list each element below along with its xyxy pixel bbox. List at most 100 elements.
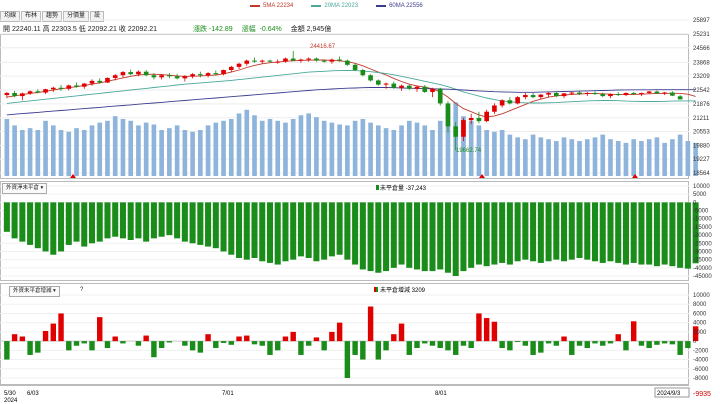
candle[interactable]: [4, 91, 10, 99]
oi-change-bar[interactable]: [182, 341, 188, 346]
oi-change-bar[interactable]: [437, 341, 443, 349]
candle[interactable]: [437, 87, 443, 106]
candle[interactable]: [259, 59, 265, 64]
candle[interactable]: [290, 50, 296, 61]
oi-change-bar[interactable]: [236, 336, 242, 342]
candle[interactable]: [507, 97, 513, 105]
oi-change-bar[interactable]: [630, 321, 637, 342]
oi-bar[interactable]: [568, 202, 575, 260]
oi-change-bar[interactable]: [538, 341, 544, 353]
oi-change-bar[interactable]: [228, 341, 234, 345]
oi-bar[interactable]: [11, 202, 18, 239]
oi-bar[interactable]: [638, 202, 645, 265]
candle[interactable]: [600, 92, 606, 98]
oi-bar[interactable]: [19, 202, 26, 242]
candle[interactable]: [337, 56, 342, 62]
candle[interactable]: [275, 59, 281, 64]
oi-bar[interactable]: [58, 202, 65, 252]
oi-bar[interactable]: [367, 202, 374, 272]
oi-change-bar[interactable]: [507, 341, 513, 351]
oi-bar[interactable]: [313, 202, 320, 262]
oi-bar[interactable]: [220, 202, 227, 252]
oi-bar[interactable]: [73, 202, 80, 242]
oi-bar[interactable]: [413, 202, 421, 270]
candle[interactable]: [74, 82, 79, 88]
oi-change-bar[interactable]: [453, 341, 459, 355]
candle[interactable]: [244, 59, 250, 66]
candle[interactable]: [461, 118, 466, 141]
oi-change-bar[interactable]: [553, 341, 560, 346]
candle[interactable]: [167, 73, 172, 79]
candle[interactable]: [391, 81, 397, 89]
oi-bar[interactable]: [530, 202, 537, 262]
oi-bar[interactable]: [684, 202, 691, 269]
candle[interactable]: [406, 84, 412, 90]
oi-change-bar[interactable]: [189, 341, 196, 351]
oi-change-bar[interactable]: [313, 337, 320, 342]
candle[interactable]: [453, 122, 459, 151]
candle[interactable]: [430, 87, 435, 98]
candle[interactable]: [399, 84, 404, 91]
oi-bar[interactable]: [112, 202, 119, 237]
candle[interactable]: [252, 57, 257, 63]
candle[interactable]: [615, 91, 621, 97]
candle[interactable]: [128, 69, 134, 76]
candle[interactable]: [120, 71, 126, 78]
oi-bar[interactable]: [398, 202, 405, 265]
oi-change-bar[interactable]: [514, 341, 521, 343]
oi-change-bar[interactable]: [104, 341, 111, 349]
oi-change-indicator-select[interactable]: 外資未平倉增減 ▾: [9, 286, 60, 297]
oi-bar[interactable]: [336, 202, 343, 255]
candle[interactable]: [654, 90, 660, 95]
oi-change-bar[interactable]: [275, 341, 281, 351]
oi-indicator-select[interactable]: 外資淨未平倉 ▾: [2, 183, 48, 194]
candle[interactable]: [89, 79, 95, 86]
candle[interactable]: [35, 89, 41, 94]
oi-change-bar[interactable]: [50, 323, 57, 342]
oi-bar[interactable]: [483, 202, 490, 267]
oi-bar[interactable]: [522, 202, 529, 260]
candle[interactable]: [468, 113, 474, 125]
tab-volume-profile[interactable]: 分價量: [63, 11, 90, 22]
oi-change-bar[interactable]: [607, 341, 614, 344]
oi-change-bar[interactable]: [422, 341, 428, 344]
candle[interactable]: [306, 57, 311, 62]
oi-change-bar[interactable]: [592, 341, 598, 344]
candlesticks[interactable]: [4, 50, 683, 151]
oi-bar[interactable]: [661, 202, 668, 265]
oi-bar[interactable]: [328, 202, 335, 257]
oi-bar[interactable]: [383, 202, 390, 272]
oi-bar[interactable]: [460, 202, 467, 272]
oi-change-bar[interactable]: [11, 334, 18, 342]
oi-change-bar[interactable]: [685, 341, 691, 349]
oi-change-bar[interactable]: [654, 341, 660, 345]
oi-bar[interactable]: [669, 202, 676, 267]
oi-change-bar[interactable]: [367, 306, 374, 342]
oi-change-bar[interactable]: [584, 341, 590, 349]
candle[interactable]: [198, 71, 203, 78]
oi-change-bar[interactable]: [213, 341, 219, 349]
candle[interactable]: [321, 59, 327, 63]
oi-change-bar[interactable]: [360, 341, 366, 360]
oi-bar[interactable]: [81, 202, 88, 247]
candle[interactable]: [476, 111, 482, 124]
oi-bar[interactable]: [166, 202, 173, 236]
candle[interactable]: [639, 92, 644, 97]
oi-change-bar[interactable]: [81, 341, 87, 344]
oi-bar[interactable]: [537, 202, 544, 263]
oi-change-bar[interactable]: [259, 341, 265, 346]
oi-change-bar[interactable]: [569, 341, 575, 355]
oi-bar[interactable]: [692, 202, 699, 264]
candle[interactable]: [43, 88, 48, 95]
oi-bar[interactable]: [197, 202, 204, 245]
candle[interactable]: [553, 91, 559, 98]
oi-bar[interactable]: [127, 202, 134, 240]
oi-change-bar[interactable]: [600, 341, 606, 346]
oi-bar[interactable]: [27, 202, 34, 245]
oi-change-bar[interactable]: [352, 341, 358, 355]
oi-bar[interactable]: [437, 202, 444, 270]
help-icon[interactable]: ?: [80, 287, 84, 293]
oi-bar[interactable]: [228, 202, 235, 255]
candle[interactable]: [81, 82, 87, 89]
oi-change-bar[interactable]: [522, 341, 529, 346]
